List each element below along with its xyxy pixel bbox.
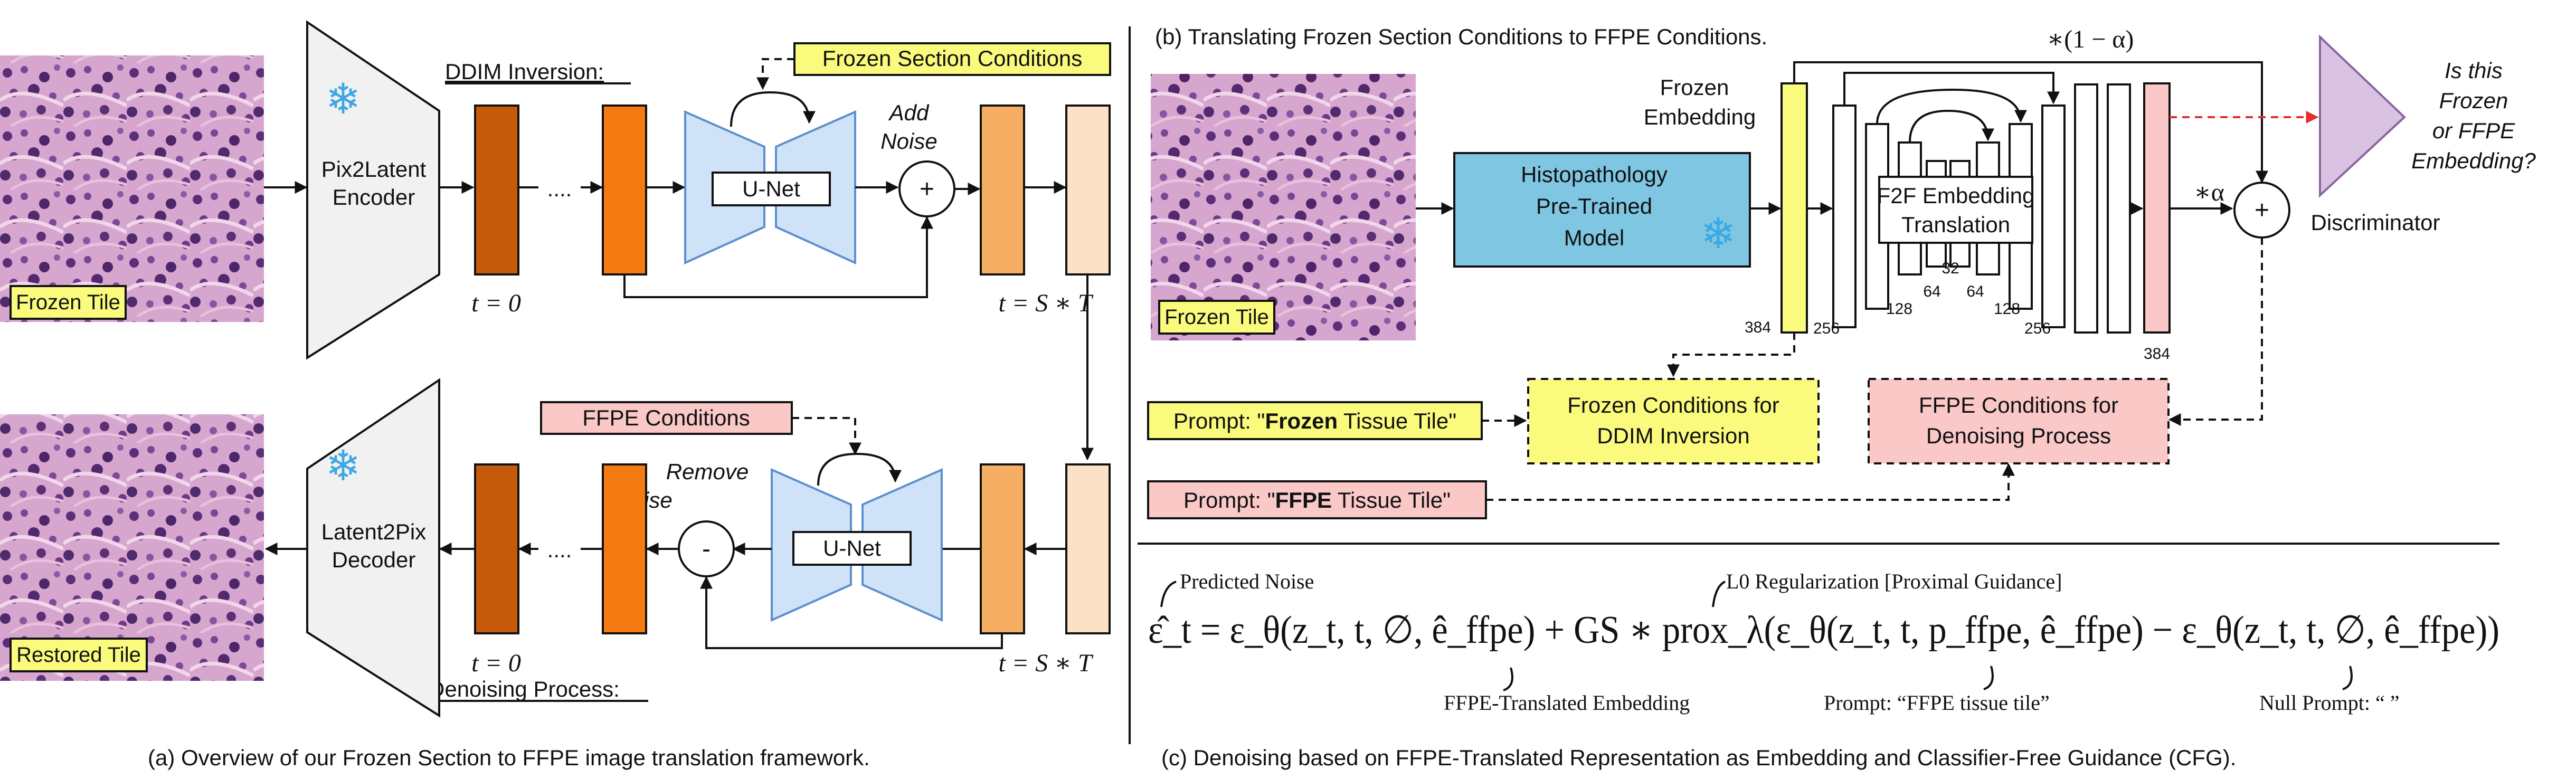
pretrained-model-line1: Histopathology <box>1521 162 1668 187</box>
t-final-bottom: t = S ∗ T <box>998 649 1093 677</box>
f2f-bar-extra-1 <box>2074 83 2098 334</box>
dim-384-right: 384 <box>2144 345 2170 363</box>
null-prompt-label: Null Prompt: “ ” <box>2259 691 2400 715</box>
disc-question-2: Frozen <box>2439 88 2508 113</box>
pretrained-model-line2: Pre-Trained <box>1536 194 1652 218</box>
l0-regularization-label: L0 Regularization [Proximal Guidance] <box>1726 569 2062 593</box>
dim-128-right: 128 <box>1994 300 2020 318</box>
latent-bar-peach-bottom <box>1065 463 1111 634</box>
t-zero-top: t = 0 <box>471 289 521 317</box>
remove-noise-line1: Remove <box>666 459 749 484</box>
add-noise-plus: + <box>920 175 934 203</box>
prompt-frozen-box <box>1147 401 1483 440</box>
unet-label-bottom: U-Net <box>823 536 881 560</box>
ffpe-conditions-denoise-line1: FFPE Conditions for <box>1919 393 2118 417</box>
frozen-conditions-ddim-line2: DDIM Inversion <box>1597 423 1749 448</box>
f2f-label-line2: Translation <box>1901 212 2010 237</box>
unet-label-top: U-Net <box>742 176 800 201</box>
frozen-tile-image-a <box>0 55 264 322</box>
frozen-tile-label-box-b <box>1158 300 1275 335</box>
pretrained-model-line3: Model <box>1564 225 1624 250</box>
f2f-bar-extra-2 <box>2107 83 2131 334</box>
latent-bar-bottom-2 <box>602 463 647 634</box>
ffpe-conditions-box <box>540 401 793 435</box>
ddim-inversion-title: DDIM Inversion: <box>445 59 604 84</box>
dim-64-left: 64 <box>1923 283 1940 300</box>
frozen-tile-image-b <box>1151 74 1416 340</box>
restored-tile-image <box>0 414 264 681</box>
t-final-top: t = S ∗ T <box>998 289 1093 317</box>
decoder-label-line2: Decoder <box>332 547 416 572</box>
f2f-label-box <box>1878 176 2033 244</box>
caption-a: (a) Overview of our Frozen Section to FF… <box>148 745 870 770</box>
frozen-tile-label-a: Frozen Tile <box>16 291 120 314</box>
disc-question-3: or FFPE <box>2432 118 2515 143</box>
one-minus-alpha: ∗(1 − α) <box>2047 25 2134 53</box>
frozen-tile-label-box-a <box>10 285 127 320</box>
add-noise-line2: Noise <box>880 129 937 154</box>
combine-plus: + <box>2255 196 2269 224</box>
restored-tile-label: Restored Tile <box>16 643 141 667</box>
unet-label-box-bottom <box>792 531 912 566</box>
f2f-bar-256-left <box>1832 104 1857 328</box>
snowflake-icon: ❄ <box>325 442 361 489</box>
prompt-frozen: Prompt: "Frozen Tissue Tile" <box>1173 408 1456 433</box>
caption-c: (c) Denoising based on FFPE-Translated R… <box>1161 745 2236 770</box>
dim-256-left: 256 <box>1813 320 1840 337</box>
pretrained-model-box <box>1453 152 1751 268</box>
disc-question-4: Embedding? <box>2411 148 2536 173</box>
ffpe-conditions-denoise-line2: Denoising Process <box>1926 423 2111 448</box>
dim-32: 32 <box>1942 260 1959 277</box>
decoder-label-line1: Latent2Pix <box>321 519 426 544</box>
encoder-label-line2: Encoder <box>333 185 415 210</box>
restored-tile-label-box <box>10 638 148 672</box>
frozen-section-conditions: Frozen Section Conditions <box>822 46 1083 71</box>
latent-bar-peach-top <box>1065 104 1111 276</box>
f2f-bar-256-right <box>2041 104 2066 328</box>
snowflake-icon: ❄ <box>1700 210 1736 257</box>
ffpe-conditions: FFPE Conditions <box>582 405 750 430</box>
cfg-equation: ε̂_t = ε_θ(z_t, t, ∅, ê_ffpe) + GS ∗ pro… <box>1148 609 2499 652</box>
latent-bar-t0-top <box>474 104 519 276</box>
latent-bar-top-2 <box>602 104 647 276</box>
add-noise-line1: Add <box>888 100 930 125</box>
prompt-ffpe: Prompt: "FFPE Tissue Tile" <box>1183 488 1451 512</box>
latent-bar-light-top <box>980 104 1025 276</box>
panel-b-title: (b) Translating Frozen Section Condition… <box>1155 24 1767 49</box>
alpha-label: ∗α <box>2194 178 2224 206</box>
predicted-noise-label: Predicted Noise <box>1180 569 1314 593</box>
frozen-conditions-ddim-box <box>1527 378 1820 464</box>
dim-128-left: 128 <box>1886 300 1912 318</box>
frozen-conditions-ddim-line1: Frozen Conditions for <box>1567 393 1779 417</box>
frozen-embedding-bar <box>1781 82 1808 334</box>
encoder-label-line1: Pix2Latent <box>321 157 427 182</box>
frozen-embedding-line2: Embedding <box>1644 104 1756 129</box>
prompt-ffpe-tissue-label: Prompt: “FFPE tissue tile” <box>1824 691 2050 715</box>
frozen-tile-label-b: Frozen Tile <box>1164 306 1269 329</box>
pix2latent-encoder <box>306 20 440 360</box>
latent-bar-t0-bottom <box>474 463 519 634</box>
disc-question-1: Is this <box>2445 58 2503 83</box>
discriminator-label: Discriminator <box>2310 210 2440 235</box>
unet-label-box-top <box>712 172 831 206</box>
ffpe-translated-embedding-label: FFPE-Translated Embedding <box>1444 691 1690 715</box>
dim-384-left: 384 <box>1745 319 1771 336</box>
denoising-process-title: Denoising Process: <box>429 677 620 701</box>
dim-64-right: 64 <box>1966 283 1984 300</box>
t-zero-bottom: t = 0 <box>471 649 521 677</box>
remove-noise-minus: - <box>702 535 711 563</box>
f2f-label-line1: F2F Embedding <box>1877 183 2035 208</box>
discriminator-shape <box>2319 34 2406 198</box>
latent2pix-decoder <box>306 378 440 718</box>
ffpe-embedding-bar <box>2143 82 2171 334</box>
snowflake-icon: ❄ <box>325 75 361 122</box>
ffpe-conditions-denoise-box <box>1868 378 2170 464</box>
latent-bar-light-bottom <box>980 463 1025 634</box>
frozen-embedding-line1: Frozen <box>1660 75 1729 100</box>
ellipsis-bottom: .... <box>547 537 572 562</box>
dim-256-right: 256 <box>2024 320 2051 337</box>
ellipsis-top: .... <box>547 176 572 201</box>
